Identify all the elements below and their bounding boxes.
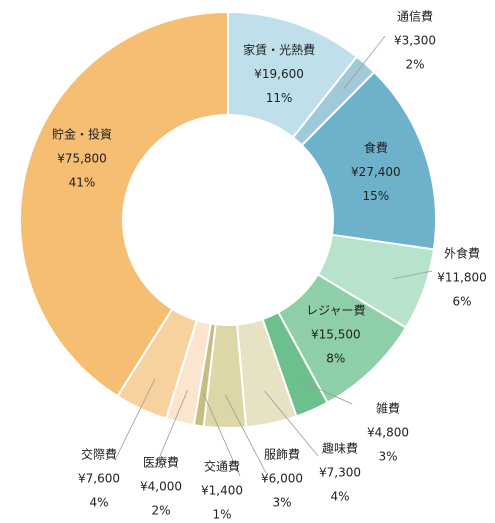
slice-percent-10: 4%: [89, 496, 108, 510]
slice-percent-2: 15%: [363, 189, 390, 203]
leader-line-7: [224, 394, 267, 474]
slice-label-7: 服飾費 ¥6,000 3%: [261, 447, 303, 510]
slice-value-0: ¥19,600: [254, 67, 304, 81]
slice-label-0: 家賃・光熱費 ¥19,600 11%: [243, 42, 315, 105]
slice-name-7: 服飾費: [264, 447, 300, 462]
slice-value-11: ¥75,800: [57, 152, 107, 166]
slice-value-4: ¥15,500: [311, 327, 361, 341]
slice-name-9: 医療費: [143, 455, 179, 470]
slice-name-6: 趣味費: [322, 441, 358, 456]
slice-label-6: 趣味費 ¥7,300 4%: [319, 441, 361, 504]
slice-value-9: ¥4,000: [140, 480, 182, 494]
leader-line-9: [154, 390, 188, 469]
slice-label-9: 医療費 ¥4,000 2%: [140, 455, 182, 518]
slice-value-2: ¥27,400: [351, 165, 401, 179]
labels-group: 家賃・光熱費 ¥19,600 11% 通信費 ¥3,300 2% 食費 ¥27,400 15% 外…: [52, 9, 487, 522]
leader-line-10: [114, 378, 156, 461]
slices-group: [19, 10, 437, 429]
slice-name-5: 雑費: [376, 401, 400, 416]
slice-name-10: 交際費: [81, 447, 117, 462]
leader-line-5: [298, 379, 353, 405]
slice-name-11: 貯金・投資: [52, 127, 112, 142]
slice-percent-6: 4%: [330, 490, 349, 504]
slice-percent-11: 41%: [69, 176, 96, 190]
slice-value-10: ¥7,600: [78, 472, 120, 486]
slice-name-0: 家賃・光熱費: [243, 42, 315, 57]
slice-name-1: 通信費: [397, 9, 433, 24]
slice-name-2: 食費: [364, 140, 388, 155]
slice-label-5: 雑費 ¥4,800 3%: [367, 401, 409, 464]
slice-label-1: 通信費 ¥3,300 2%: [394, 9, 436, 72]
slice-value-1: ¥3,300: [394, 34, 436, 48]
slice-percent-4: 8%: [326, 351, 345, 365]
slice-label-2: 食費 ¥27,400 15%: [351, 140, 401, 203]
slice-value-5: ¥4,800: [367, 426, 409, 440]
slice-label-4: レジャー費 ¥15,500 8%: [306, 302, 365, 365]
slice-label-11: 貯金・投資 ¥75,800 41%: [52, 127, 112, 190]
slice-11: [19, 10, 229, 398]
leader-line-8: [202, 393, 241, 477]
slice-percent-7: 3%: [272, 496, 291, 510]
slice-2: [300, 70, 437, 251]
slice-value-8: ¥1,400: [201, 484, 243, 498]
leader-line-1: [343, 35, 386, 90]
slice-value-6: ¥7,300: [319, 466, 361, 480]
slice-name-8: 交通費: [204, 459, 240, 474]
slice-percent-5: 3%: [378, 450, 397, 464]
slice-label-3: 外食費 ¥11,800 6%: [437, 246, 487, 309]
leader-line-3: [392, 270, 433, 280]
slice-percent-0: 11%: [266, 91, 293, 105]
leader-lines-group: [114, 35, 433, 477]
slice-label-10: 交際費 ¥7,600 4%: [78, 447, 120, 510]
leader-line-6: [264, 390, 319, 457]
slice-percent-9: 2%: [151, 504, 170, 518]
slice-percent-3: 6%: [452, 295, 471, 309]
slice-value-7: ¥6,000: [261, 472, 303, 486]
slice-percent-1: 2%: [405, 58, 424, 72]
slice-percent-8: 1%: [212, 508, 231, 522]
slice-label-8: 交通費 ¥1,400 1%: [201, 459, 243, 522]
slice-value-3: ¥11,800: [437, 271, 487, 285]
slice-name-3: 外食費: [444, 246, 480, 261]
slice-name-4: レジャー費: [306, 302, 365, 317]
